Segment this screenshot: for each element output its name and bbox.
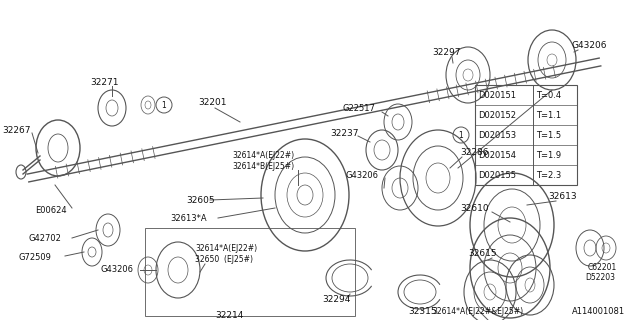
Text: D020153: D020153 bbox=[478, 131, 516, 140]
Text: 32605: 32605 bbox=[186, 196, 214, 204]
Text: 32315: 32315 bbox=[408, 308, 436, 316]
Text: 32214: 32214 bbox=[215, 311, 243, 320]
Text: T=1.9: T=1.9 bbox=[536, 150, 561, 159]
Text: 32613: 32613 bbox=[548, 191, 577, 201]
Text: D020155: D020155 bbox=[478, 171, 516, 180]
Text: E00624: E00624 bbox=[35, 205, 67, 214]
Text: G42702: G42702 bbox=[28, 234, 61, 243]
Text: 32267: 32267 bbox=[2, 125, 31, 134]
Text: 32286: 32286 bbox=[460, 148, 488, 156]
Text: 32614*A(EJ22#): 32614*A(EJ22#) bbox=[195, 244, 257, 252]
Text: G22517: G22517 bbox=[342, 103, 375, 113]
Text: 32237: 32237 bbox=[330, 129, 358, 138]
Text: T=0.4: T=0.4 bbox=[536, 91, 561, 100]
Text: 32271: 32271 bbox=[91, 77, 119, 86]
Text: G72509: G72509 bbox=[18, 253, 51, 262]
Text: D020154: D020154 bbox=[478, 150, 516, 159]
Text: 32614*A(EJ22#): 32614*A(EJ22#) bbox=[232, 150, 294, 159]
Text: A114001081: A114001081 bbox=[572, 308, 625, 316]
Text: T=1.5: T=1.5 bbox=[536, 131, 561, 140]
Text: D52203: D52203 bbox=[585, 274, 615, 283]
Text: T=2.3: T=2.3 bbox=[536, 171, 561, 180]
Text: 32615: 32615 bbox=[468, 250, 497, 259]
Text: T=1.1: T=1.1 bbox=[536, 110, 561, 119]
Text: 32614*A(EJ22#&EJ25#): 32614*A(EJ22#&EJ25#) bbox=[432, 308, 523, 316]
Text: 32613*A: 32613*A bbox=[170, 213, 207, 222]
Text: 32294: 32294 bbox=[322, 295, 350, 305]
Text: 32650  (EJ25#): 32650 (EJ25#) bbox=[195, 255, 253, 265]
Text: 32201: 32201 bbox=[198, 98, 227, 107]
Bar bbox=[145, 228, 355, 316]
Text: G43206: G43206 bbox=[345, 171, 378, 180]
Text: 1: 1 bbox=[459, 131, 463, 140]
Text: G43206: G43206 bbox=[572, 41, 607, 50]
Text: 1: 1 bbox=[162, 100, 166, 109]
Text: D020151: D020151 bbox=[478, 91, 516, 100]
Text: 32614*B(EJ25#): 32614*B(EJ25#) bbox=[232, 162, 294, 171]
Text: G43206: G43206 bbox=[100, 266, 133, 275]
Text: D020152: D020152 bbox=[478, 110, 516, 119]
Text: C62201: C62201 bbox=[588, 263, 617, 273]
Bar bbox=[475, 85, 577, 185]
Text: 32297: 32297 bbox=[432, 47, 461, 57]
Text: 32610: 32610 bbox=[460, 204, 488, 212]
